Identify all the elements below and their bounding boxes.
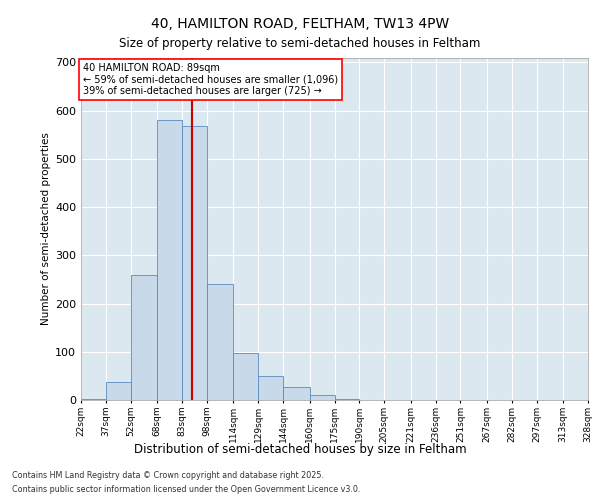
Text: Contains HM Land Registry data © Crown copyright and database right 2025.: Contains HM Land Registry data © Crown c… xyxy=(12,471,324,480)
Text: Distribution of semi-detached houses by size in Feltham: Distribution of semi-detached houses by … xyxy=(134,442,466,456)
Y-axis label: Number of semi-detached properties: Number of semi-detached properties xyxy=(41,132,51,325)
Bar xyxy=(310,395,335,400)
Bar xyxy=(258,376,283,400)
Text: Size of property relative to semi-detached houses in Feltham: Size of property relative to semi-detach… xyxy=(119,38,481,51)
Bar xyxy=(233,353,258,400)
Text: Contains public sector information licensed under the Open Government Licence v3: Contains public sector information licen… xyxy=(12,485,361,494)
Bar xyxy=(335,399,359,400)
Text: 40 HAMILTON ROAD: 89sqm
← 59% of semi-detached houses are smaller (1,096)
39% of: 40 HAMILTON ROAD: 89sqm ← 59% of semi-de… xyxy=(83,64,338,96)
Bar xyxy=(182,126,207,400)
Bar xyxy=(207,284,233,400)
Bar xyxy=(283,387,310,400)
Bar xyxy=(157,120,182,400)
Bar xyxy=(131,274,157,400)
Text: 40, HAMILTON ROAD, FELTHAM, TW13 4PW: 40, HAMILTON ROAD, FELTHAM, TW13 4PW xyxy=(151,18,449,32)
Bar xyxy=(81,399,106,400)
Bar xyxy=(106,382,131,400)
